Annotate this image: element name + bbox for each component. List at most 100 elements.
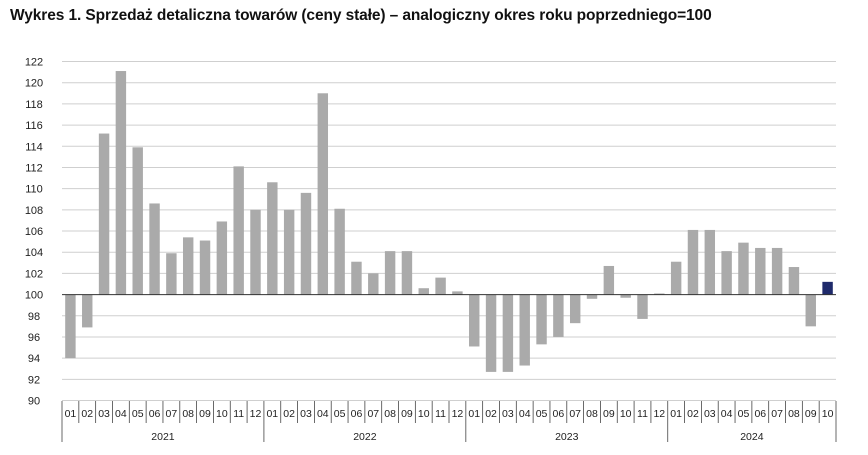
x-tick-label: 05 — [334, 408, 346, 420]
x-tick-label: 10 — [822, 408, 834, 420]
gridlines — [62, 61, 836, 401]
bar-04 — [519, 294, 530, 366]
bar-08 — [788, 267, 800, 295]
bar-12 — [250, 209, 261, 295]
bar-03 — [704, 229, 716, 295]
x-tick-label: 07 — [367, 408, 379, 420]
bar-03 — [98, 133, 110, 295]
y-tick-label: 98 — [28, 311, 40, 323]
bar-10 — [216, 221, 228, 295]
bar-12 — [452, 291, 463, 295]
bar-01 — [267, 182, 278, 295]
bar-02 — [687, 229, 699, 295]
x-tick-label: 12 — [250, 408, 262, 420]
bar-01 — [469, 294, 480, 347]
x-tick-label: 11 — [637, 408, 648, 420]
x-tick-label: 07 — [771, 408, 783, 420]
y-tick-label: 114 — [25, 141, 43, 153]
y-tick-label: 116 — [25, 120, 43, 132]
bar-01 — [65, 294, 76, 359]
x-tick-label: 12 — [653, 408, 665, 420]
bar-11 — [435, 277, 446, 295]
x-tick-label: 02 — [687, 408, 699, 420]
x-tick-label: 07 — [166, 408, 178, 420]
x-tick-label: 11 — [435, 408, 446, 420]
y-tick-label: 110 — [25, 184, 43, 196]
bar-08 — [384, 251, 396, 295]
bar-05 — [132, 147, 143, 295]
x-tick-label: 03 — [704, 408, 716, 420]
y-tick-label: 102 — [25, 268, 43, 280]
bar-04 — [317, 93, 329, 295]
bar-03 — [300, 192, 312, 295]
x-tick-label: 04 — [317, 408, 329, 420]
bar-11 — [637, 294, 648, 319]
bar-05 — [536, 294, 547, 345]
chart-title: Wykres 1. Sprzedaż detaliczna towarów (c… — [10, 7, 712, 24]
year-label: 2024 — [740, 431, 764, 443]
x-tick-label: 01 — [266, 408, 278, 420]
x-tick-label: 01 — [468, 408, 480, 420]
year-label: 2023 — [555, 431, 579, 443]
bar-09 — [603, 265, 615, 295]
bar-10 — [620, 294, 631, 298]
x-tick-label: 04 — [519, 408, 531, 420]
bar-08 — [182, 237, 194, 295]
x-tick-label: 03 — [300, 408, 312, 420]
x-tick-label: 12 — [452, 408, 464, 420]
bar-06 — [755, 247, 766, 295]
x-tick-label: 03 — [98, 408, 110, 420]
bar-07 — [569, 294, 581, 324]
bar-06 — [553, 294, 564, 337]
bar-04 — [115, 71, 127, 295]
bars — [65, 71, 833, 372]
x-tick-label: 09 — [603, 408, 615, 420]
year-label: 2022 — [353, 431, 377, 443]
bar-02 — [283, 209, 295, 295]
bar-07 — [166, 253, 177, 295]
y-tick-label: 92 — [28, 374, 40, 386]
y-tick-label: 108 — [25, 205, 43, 217]
y-tick-label: 100 — [25, 290, 43, 302]
x-axis: 01 02 03 04 05 06 07 08 09 10 11 12 01 02 03 04 05 06 07 08… — [61, 294, 837, 443]
bar-12 — [654, 293, 665, 295]
bar-04 — [721, 251, 732, 295]
bar-03 — [502, 294, 514, 372]
x-tick-label: 08 — [586, 408, 598, 420]
x-tick-label: 08 — [384, 408, 396, 420]
x-tick-label: 10 — [216, 408, 228, 420]
y-tick-label: 120 — [25, 78, 43, 90]
bar-06 — [149, 203, 160, 295]
y-tick-label: 90 — [28, 396, 40, 408]
x-tick-label: 05 — [132, 408, 144, 420]
x-tick-label: 01 — [670, 408, 682, 420]
x-tick-label: 09 — [805, 408, 817, 420]
x-tick-label: 03 — [502, 408, 514, 420]
x-tick-label: 06 — [754, 408, 766, 420]
bar-07 — [771, 247, 783, 295]
bar-08 — [586, 294, 598, 299]
bar-06 — [351, 261, 362, 295]
y-tick-label: 112 — [25, 162, 43, 174]
x-tick-label: 11 — [233, 408, 244, 420]
y-tick-label: 104 — [25, 247, 43, 259]
x-tick-label: 05 — [536, 408, 548, 420]
bar-07 — [368, 273, 379, 295]
x-tick-label: 08 — [788, 408, 800, 420]
y-axis: 90 92 94 96 98 100 102 104 106 108 110 112 114 116 118… — [25, 57, 43, 408]
y-tick-label: 122 — [25, 57, 43, 69]
x-tick-label: 04 — [115, 408, 127, 420]
y-tick-label: 94 — [28, 353, 40, 365]
bar-09 — [199, 240, 211, 295]
x-tick-label: 09 — [199, 408, 211, 420]
x-tick-label: 06 — [149, 408, 161, 420]
bar-10 — [418, 288, 429, 295]
x-tick-label: 07 — [569, 408, 581, 420]
year-label: 2021 — [151, 431, 175, 443]
bar-02 — [485, 294, 497, 372]
bar-05 — [738, 242, 749, 295]
bar-09 — [805, 294, 816, 327]
y-tick-label: 118 — [25, 99, 43, 111]
x-tick-label: 05 — [738, 408, 750, 420]
